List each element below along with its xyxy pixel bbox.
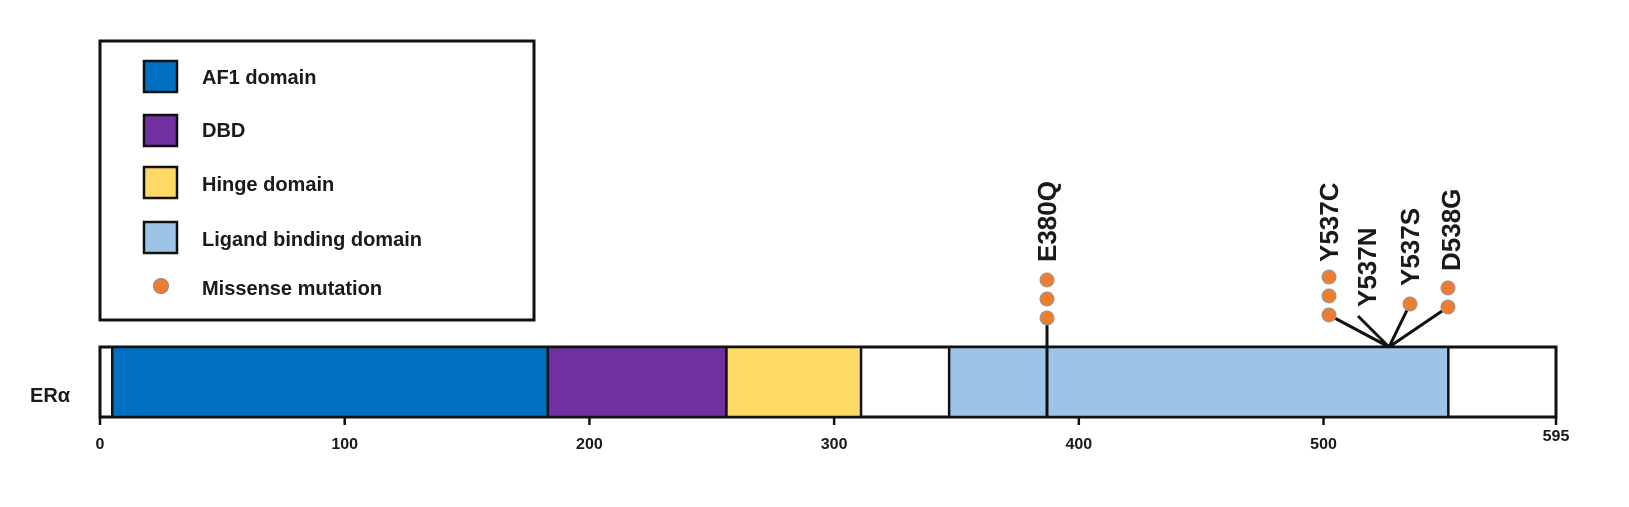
- mutation-stem-y537s: [1387, 303, 1412, 348]
- mutation-dot-y537s: [1402, 296, 1418, 312]
- domain-lbd: [947, 345, 1450, 419]
- mutation-label-e380q: E380Q: [1032, 181, 1062, 262]
- mutation-dot-d538g: [1440, 299, 1456, 315]
- domain-hinge: [725, 345, 863, 419]
- mutation-label-y537c: Y537C: [1314, 182, 1344, 262]
- legend-label-lbd: Ligand binding domain: [202, 229, 422, 251]
- mutation-dot-d538g: [1440, 280, 1456, 296]
- legend-swatch-hinge: [142, 165, 179, 200]
- protein-bar: [98, 345, 1558, 419]
- domain-af1: [110, 345, 550, 419]
- protein-name-label: ERα: [30, 385, 71, 407]
- mutation-dot-y537c: [1321, 288, 1337, 304]
- mutation-dot-e380q: [1039, 310, 1055, 326]
- axis-tick-label-500: 500: [1310, 436, 1337, 453]
- mutation-stem-d538g: [1388, 305, 1449, 349]
- legend-swatch-dbd: [142, 113, 179, 148]
- legend-label-mutation: Missense mutation: [202, 278, 382, 300]
- mutation-label-d538g: D538G: [1436, 189, 1466, 271]
- legend: AF1 domain DBD Hinge domain Ligand bindi…: [98, 39, 536, 322]
- axis-tick-label-0: 0: [96, 436, 105, 453]
- axis-tick-label-400: 400: [1065, 436, 1092, 453]
- position-axis: 0 100 200 300 400 500 595: [96, 417, 1570, 453]
- mutation-dot-y537c: [1321, 307, 1337, 323]
- axis-tick-label-595: 595: [1543, 428, 1570, 445]
- legend-label-dbd: DBD: [202, 120, 245, 142]
- legend-label-hinge: Hinge domain: [202, 174, 334, 196]
- mutation-dot-y537c: [1321, 269, 1337, 285]
- mutation-dot-e380q: [1039, 291, 1055, 307]
- mutations: E380Q Y537C Y537N Y537S D538G: [1032, 181, 1466, 417]
- mutation-label-y537n: Y537N: [1352, 228, 1382, 308]
- mutation-dot-e380q: [1039, 272, 1055, 288]
- axis-tick-label-300: 300: [821, 436, 848, 453]
- domain-dbd: [546, 345, 728, 419]
- axis-tick-label-100: 100: [331, 436, 358, 453]
- legend-label-af1: AF1 domain: [202, 67, 316, 89]
- mutation-stem-y537c: [1328, 313, 1390, 349]
- axis-tick-label-200: 200: [576, 436, 603, 453]
- mutation-label-y537s: Y537S: [1395, 208, 1425, 286]
- mutation-stem-y537n: [1356, 314, 1391, 349]
- legend-swatch-lbd: [142, 220, 179, 255]
- legend-symbol-mutation: [153, 278, 169, 294]
- legend-swatch-af1: [142, 59, 179, 94]
